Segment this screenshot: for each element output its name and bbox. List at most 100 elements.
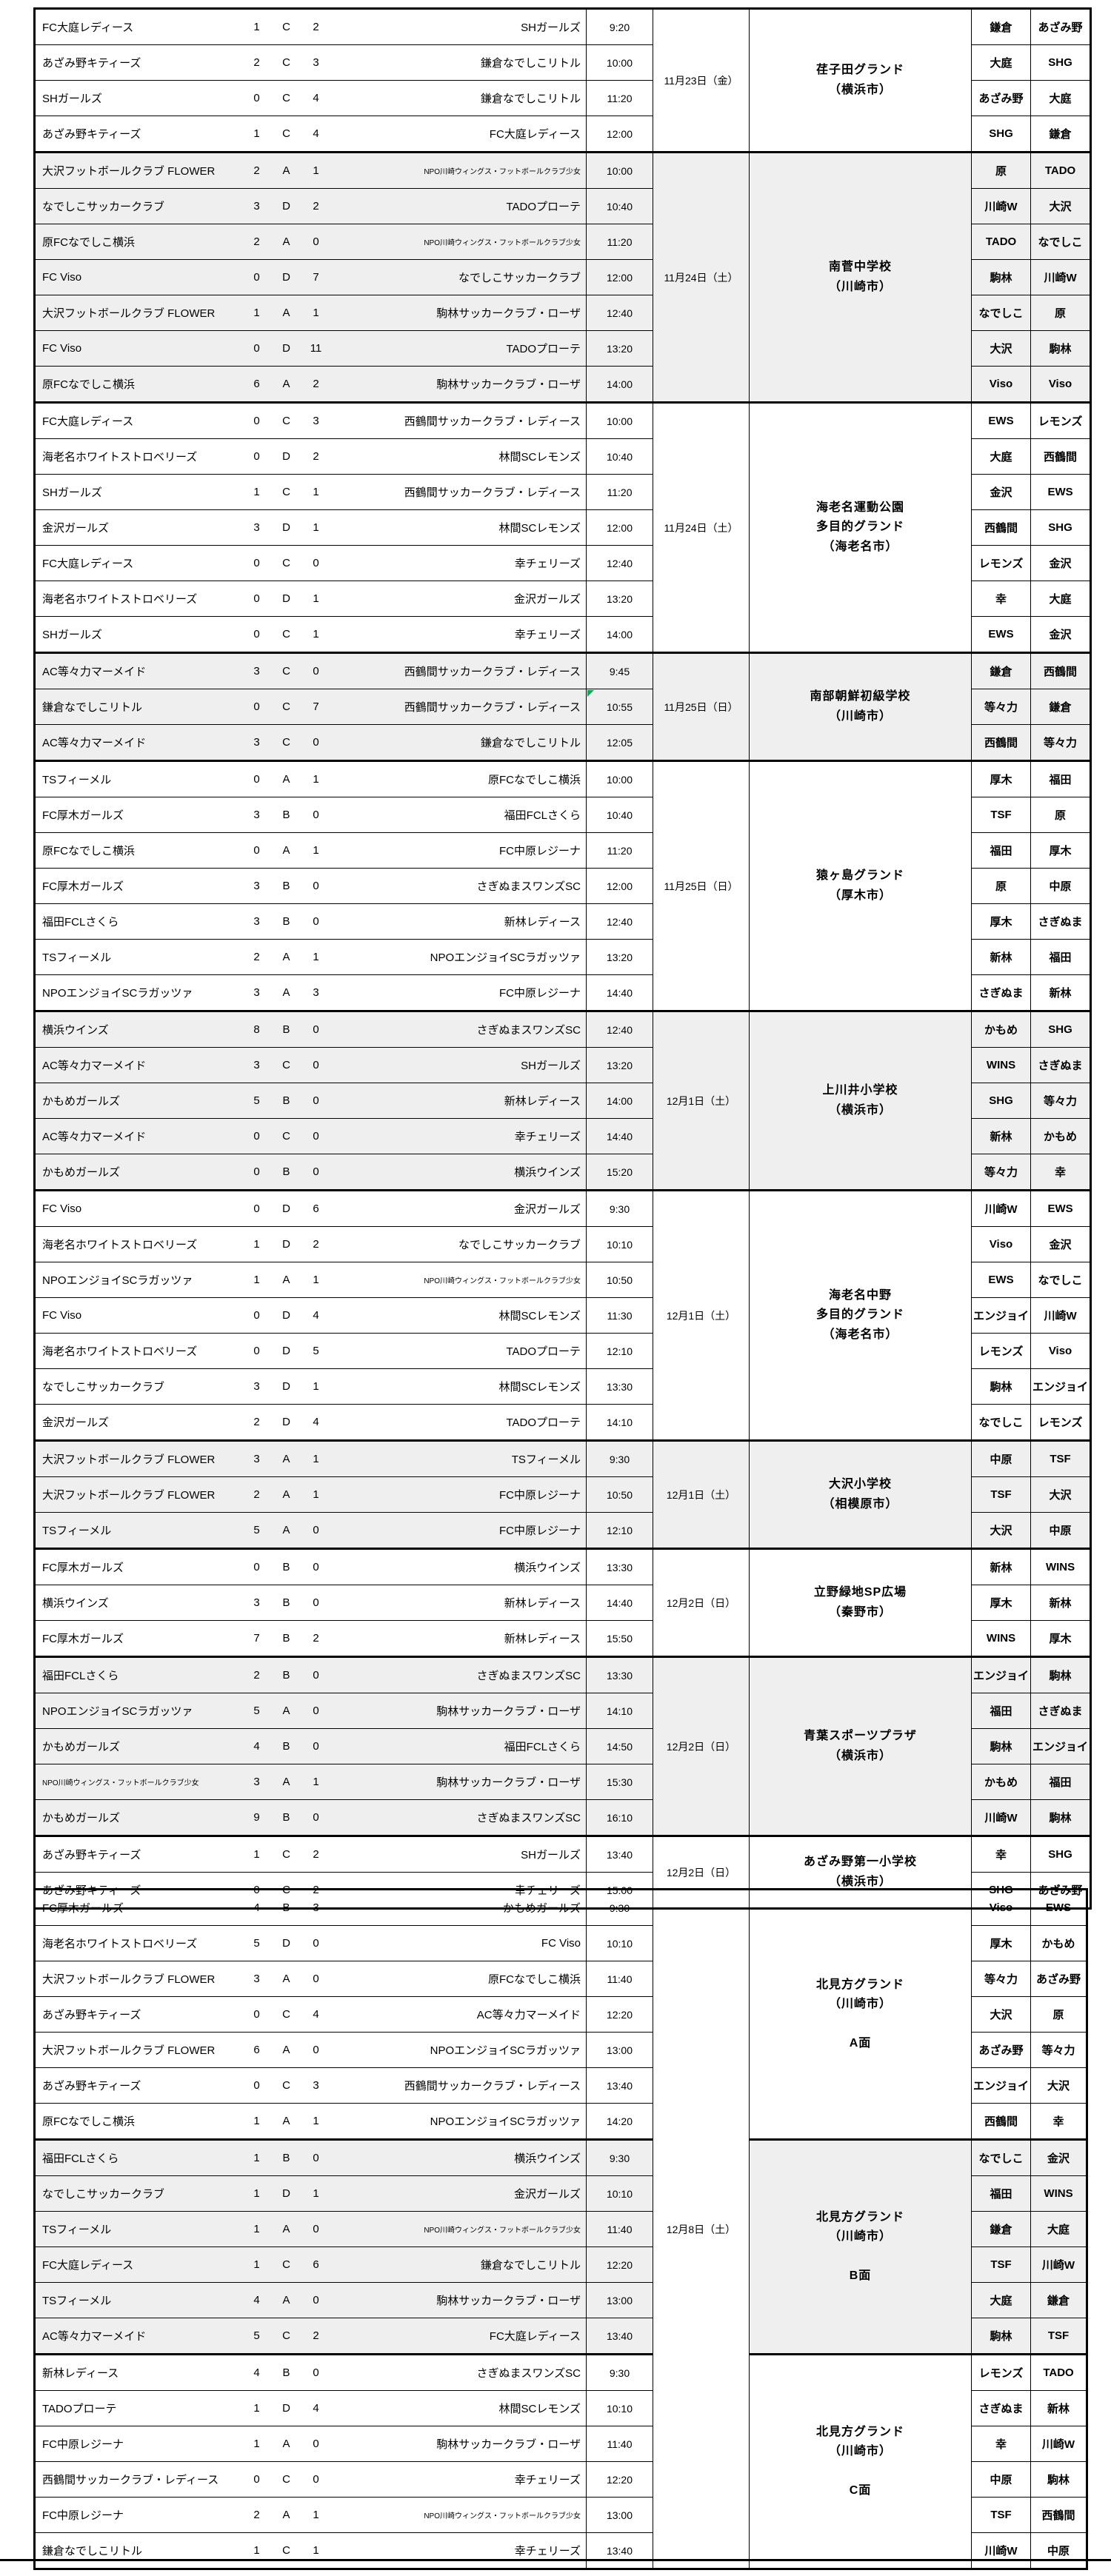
home-team-cell: 新林レディース [34, 2353, 242, 2391]
group-cell: B [271, 1585, 301, 1621]
group-cell: D [271, 188, 301, 224]
group-cell: D [271, 1226, 301, 1262]
kickoff-time-cell: 15:20 [586, 1154, 653, 1191]
home-team-cell: 金沢ガールズ [34, 1404, 242, 1441]
duty-team-1-cell: あざみ野 [970, 2032, 1032, 2068]
kickoff-time-cell: 10:50 [586, 1476, 653, 1513]
home-score-cell: 9 [241, 1799, 272, 1836]
duty-team-1-cell: かもめ [970, 1764, 1032, 1800]
home-team-cell: SHガールズ [34, 474, 242, 510]
group-cell: A [271, 2032, 301, 2068]
duty-team-1-cell: EWS [970, 616, 1032, 653]
away-score-cell: 0 [301, 652, 331, 689]
kickoff-time-cell: 11:20 [586, 224, 653, 260]
duty-team-1-cell: なでしこ [970, 2138, 1032, 2176]
duty-team-1-cell: なでしこ [970, 1404, 1032, 1441]
duty-team-2-cell: 中原 [1030, 1512, 1091, 1549]
duty-team-1-cell: 大庭 [970, 2282, 1032, 2318]
home-team-cell: FC Viso [34, 1297, 242, 1334]
away-score-cell: 0 [301, 1925, 331, 1961]
kickoff-time-cell: 13:30 [586, 1548, 653, 1585]
date-cell: 12月2日（日） [653, 1656, 750, 1836]
group-cell: A [271, 1262, 301, 1298]
duty-team-2-cell: 新林 [1030, 974, 1091, 1011]
kickoff-time-cell: 13:40 [586, 2318, 653, 2355]
away-score-cell: 1 [301, 295, 331, 331]
group-cell: B [271, 1888, 301, 1926]
kickoff-time-cell: 9:30 [586, 2353, 653, 2391]
home-team-cell: 海老名ホワイトストロベリーズ [34, 1226, 242, 1262]
group-cell: A [271, 2282, 301, 2318]
duty-team-2-cell: 福田 [1030, 939, 1091, 975]
away-score-cell: 3 [301, 974, 331, 1011]
duty-team-2-cell: なでしこ [1030, 1262, 1091, 1298]
kickoff-time-cell: 12:00 [586, 509, 653, 546]
kickoff-time-cell: 10:00 [586, 760, 653, 797]
kickoff-time-cell: 13:20 [586, 330, 653, 367]
home-score-cell: 2 [241, 44, 272, 81]
duty-team-2-cell: WINS [1030, 2175, 1087, 2212]
away-team-cell: 林間SCレモンズ [330, 2390, 587, 2426]
venue-cell: 海老名運動公園 多目的グランド （海老名市） [749, 401, 972, 653]
duty-team-1-cell: SHG [970, 116, 1032, 153]
duty-team-2-cell: 等々力 [1030, 724, 1091, 761]
away-team-cell: なでしこサッカークラブ [330, 1226, 587, 1262]
group-cell: C [271, 724, 301, 761]
duty-team-1-cell: TSF [970, 2247, 1032, 2283]
kickoff-time-cell: 13:30 [586, 1656, 653, 1693]
away-team-cell: SHガールズ [330, 1835, 587, 1873]
group-cell: A [271, 832, 301, 869]
kickoff-time-cell: 14:00 [586, 616, 653, 653]
group-cell: C [271, 1047, 301, 1083]
duty-team-1-cell: 等々力 [970, 1154, 1032, 1191]
away-score-cell: 0 [301, 1799, 331, 1836]
away-team-cell: なでしこサッカークラブ [330, 259, 587, 295]
date-cell: 11月25日（日） [653, 760, 750, 1011]
away-team-cell: 駒林サッカークラブ・ローザ [330, 1764, 587, 1800]
duty-team-2-cell: 大沢 [1030, 2067, 1087, 2104]
duty-team-2-cell: 川崎W [1030, 2247, 1087, 2283]
home-score-cell: 3 [241, 974, 272, 1011]
duty-team-2-cell: 金沢 [1030, 2138, 1087, 2176]
group-cell: D [271, 259, 301, 295]
home-team-cell: 原FCなでしこ横浜 [34, 224, 242, 260]
kickoff-time-cell: 13:20 [586, 1047, 653, 1083]
away-team-cell: 金沢ガールズ [330, 581, 587, 617]
match-row: TSフィーメル 1 A 0 NPO川崎ウィングス・フットボールクラブ少女 11:40 鎌倉大… [34, 2211, 1087, 2247]
group-cell: C [271, 116, 301, 153]
away-score-cell: 11 [301, 330, 331, 367]
home-score-cell: 3 [241, 1764, 272, 1800]
venue-cell: 大沢小学校 （相模原市） [749, 1439, 972, 1549]
away-team-cell: かもめガールズ [330, 1888, 587, 1926]
away-team-cell: 西鶴間サッカークラブ・レディース [330, 689, 587, 725]
kickoff-time-cell: 10:55 [586, 689, 653, 725]
group-cell: B [271, 868, 301, 904]
home-team-cell: 鎌倉なでしこリトル [34, 2532, 242, 2569]
home-score-cell: 3 [241, 1047, 272, 1083]
home-team-cell: TSフィーメル [34, 939, 242, 975]
group-cell: D [271, 2175, 301, 2212]
match-row: 海老名ホワイトストロベリーズ 1 D 2 なでしこサッカークラブ 10:10 Viso 金沢 [34, 1226, 1091, 1262]
duty-team-1-cell: 等々力 [970, 1961, 1032, 1997]
home-team-cell: FC Viso [34, 1189, 242, 1227]
group-cell: C [271, 1118, 301, 1154]
home-team-cell: FC Viso [34, 259, 242, 295]
home-score-cell: 4 [241, 1888, 272, 1926]
duty-team-2-cell: 中原 [1030, 2532, 1087, 2569]
duty-team-1-cell: 厚木 [970, 1585, 1032, 1621]
away-team-cell: 林間SCレモンズ [330, 1368, 587, 1405]
home-score-cell: 3 [241, 903, 272, 940]
away-score-cell: 0 [301, 2461, 331, 2498]
venue-cell: 青葉スポーツプラザ （横浜市） [749, 1656, 972, 1836]
venue-cell: 北見方グランド （川崎市） B面 [749, 2138, 972, 2355]
away-team-cell: 幸チェリーズ [330, 545, 587, 581]
match-row: 海老名ホワイトストロベリーズ 0 D 1 金沢ガールズ 13:20 幸大庭 [34, 581, 1091, 617]
home-team-cell: なでしこサッカークラブ [34, 188, 242, 224]
home-score-cell: 2 [241, 1656, 272, 1693]
kickoff-time-cell: 14:00 [586, 1083, 653, 1119]
match-row: FC中原レジーナ 1 A 0 駒林サッカークラブ・ローザ 11:40 幸川崎W [34, 2426, 1087, 2462]
home-score-cell: 5 [241, 1083, 272, 1119]
home-team-cell: 原FCなでしこ横浜 [34, 366, 242, 403]
duty-team-2-cell: 福田 [1030, 760, 1091, 797]
duty-team-1-cell: 等々力 [970, 689, 1032, 725]
